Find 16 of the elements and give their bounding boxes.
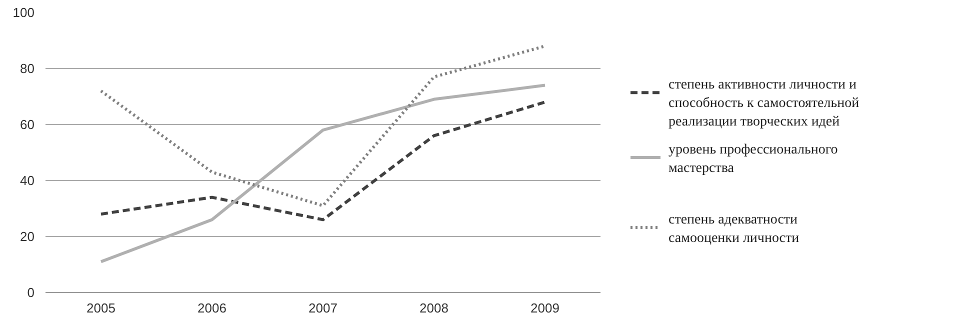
y-tick-label: 0 bbox=[27, 285, 35, 300]
legend-label: степень адекватности самооценки личности bbox=[668, 212, 800, 246]
line-series bbox=[100, 100, 546, 222]
x-tick-label: 2009 bbox=[530, 300, 560, 316]
y-tick-label: 100 bbox=[12, 5, 35, 20]
legend-label: уровень профессионального мастерства bbox=[668, 142, 838, 176]
y-tick-label: 20 bbox=[20, 229, 35, 244]
y-tick-label: 60 bbox=[20, 117, 35, 132]
x-tick-label: 2008 bbox=[420, 300, 448, 316]
x-tick-label: 2007 bbox=[308, 300, 338, 316]
line-series bbox=[100, 44, 546, 208]
x-tick-label: 2005 bbox=[86, 300, 116, 316]
y-tick-label: 80 bbox=[20, 61, 35, 76]
y-tick-label: 40 bbox=[20, 173, 35, 188]
x-tick-label: 2006 bbox=[198, 300, 226, 316]
legend-label: степень активности личности и способность к самостоятельной реализации творческих идей bbox=[668, 78, 860, 130]
